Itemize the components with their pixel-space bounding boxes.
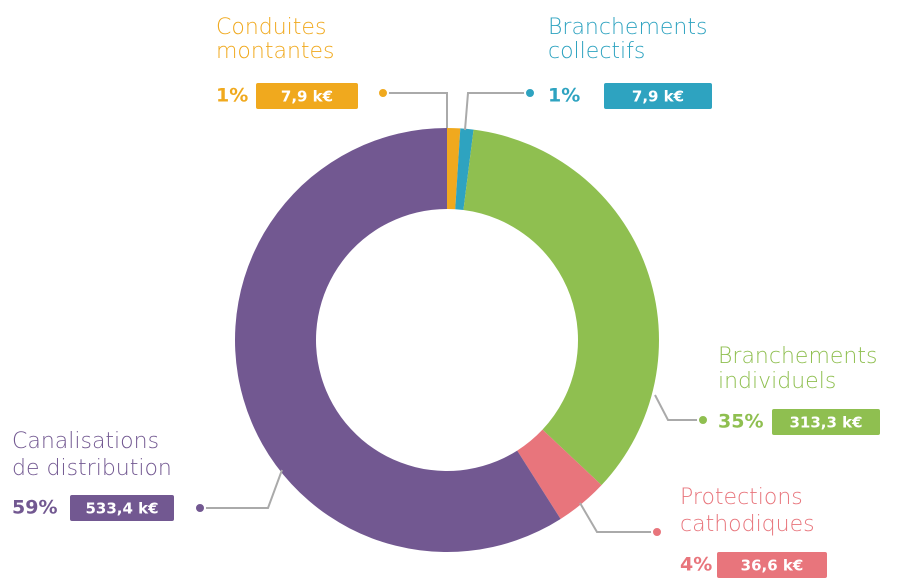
donut-slice [234, 128, 561, 552]
category-label: Branchements [548, 15, 707, 40]
donut-slice [447, 128, 461, 210]
leader-line [579, 502, 657, 533]
leader-line [383, 92, 448, 128]
category-label: cathodiques [680, 512, 815, 537]
amount-badge [717, 552, 827, 578]
percent-label: 35% [718, 411, 763, 433]
leader-dot [524, 87, 536, 99]
category-label: Conduites [216, 15, 326, 40]
amount-badge [256, 83, 358, 109]
leader-line [200, 469, 283, 509]
donut-slice [455, 128, 474, 211]
category-label: de distribution [12, 456, 172, 481]
leader-dot [194, 502, 206, 514]
leader-line [464, 92, 530, 131]
category-label: Canalisations [12, 429, 159, 454]
amount-label: 313,3 k€ [789, 414, 862, 432]
donut-slice [463, 129, 659, 486]
category-label: individuels [718, 369, 836, 394]
category-label: collectifs [548, 39, 645, 64]
amount-label: 533,4 k€ [85, 500, 158, 518]
category-label: Branchements [718, 344, 877, 369]
amount-label: 36,6 k€ [741, 557, 804, 575]
percent-label: 4% [680, 554, 712, 576]
amount-badge [772, 409, 880, 435]
category-label: Protections [680, 485, 803, 510]
leader-dot [697, 414, 709, 426]
leader-dot [651, 526, 663, 538]
percent-label: 1% [216, 85, 248, 107]
amount-badge [70, 495, 174, 521]
category-label: montantes [216, 39, 335, 64]
amount-label: 7,9 k€ [632, 88, 684, 106]
donut-slice [517, 429, 602, 519]
amount-badge [604, 83, 712, 109]
leader-dot [377, 87, 389, 99]
percent-label: 1% [548, 85, 580, 107]
amount-label: 7,9 k€ [281, 88, 333, 106]
percent-label: 59% [12, 497, 57, 519]
leader-line [654, 394, 703, 421]
